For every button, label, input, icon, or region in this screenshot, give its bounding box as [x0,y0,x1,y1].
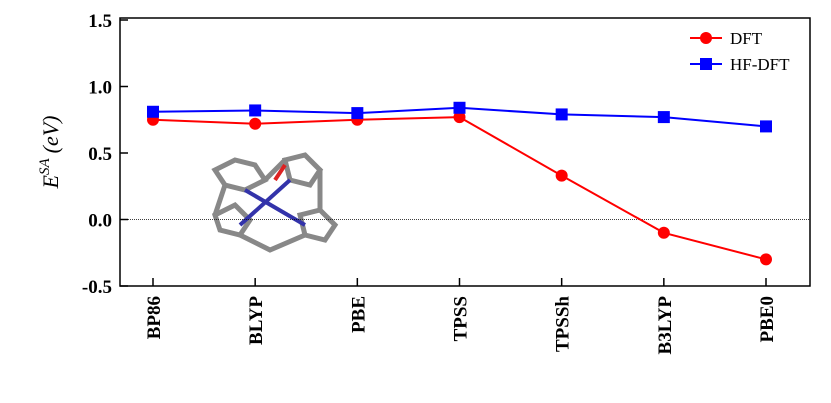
data-point [453,111,466,124]
y-axis-label-unit: (eV) [38,116,63,154]
legend-marker [700,58,712,70]
y-axis-label-sup: SA [37,158,53,176]
x-tick-label: BP86 [144,296,165,339]
x-tick-label: B3LYP [655,296,676,355]
data-point [555,108,568,121]
y-tick-label: 0.5 [88,144,112,165]
data-point [249,117,262,130]
x-tick-label: PBE0 [757,296,778,342]
data-point [249,104,262,117]
y-tick-label: 1.5 [88,11,112,32]
y-axis-label: ESA (eV) [37,116,63,190]
legend-label: DFT [730,29,763,48]
x-tick-label: TPSSh [553,296,574,352]
legend-marker [700,32,712,44]
legend-label: HF-DFT [730,55,790,74]
y-tick-label: -0.5 [82,277,112,298]
y-tick-label: 1.0 [88,78,112,99]
data-point [351,107,364,120]
data-point [760,253,772,266]
y-axis-label-base: E [38,174,63,189]
data-point [657,111,670,124]
data-point [555,169,568,182]
data-point [147,105,159,118]
x-tick-label: BLYP [246,296,267,345]
x-tick-label: TPSS [451,296,472,341]
data-point [657,226,670,239]
molecule-image [192,140,352,265]
data-point [453,101,466,114]
plot-frame [119,17,811,287]
data-point [760,120,772,133]
y-tick-label: 0.0 [88,211,112,232]
x-tick-label: PBE [348,296,369,333]
